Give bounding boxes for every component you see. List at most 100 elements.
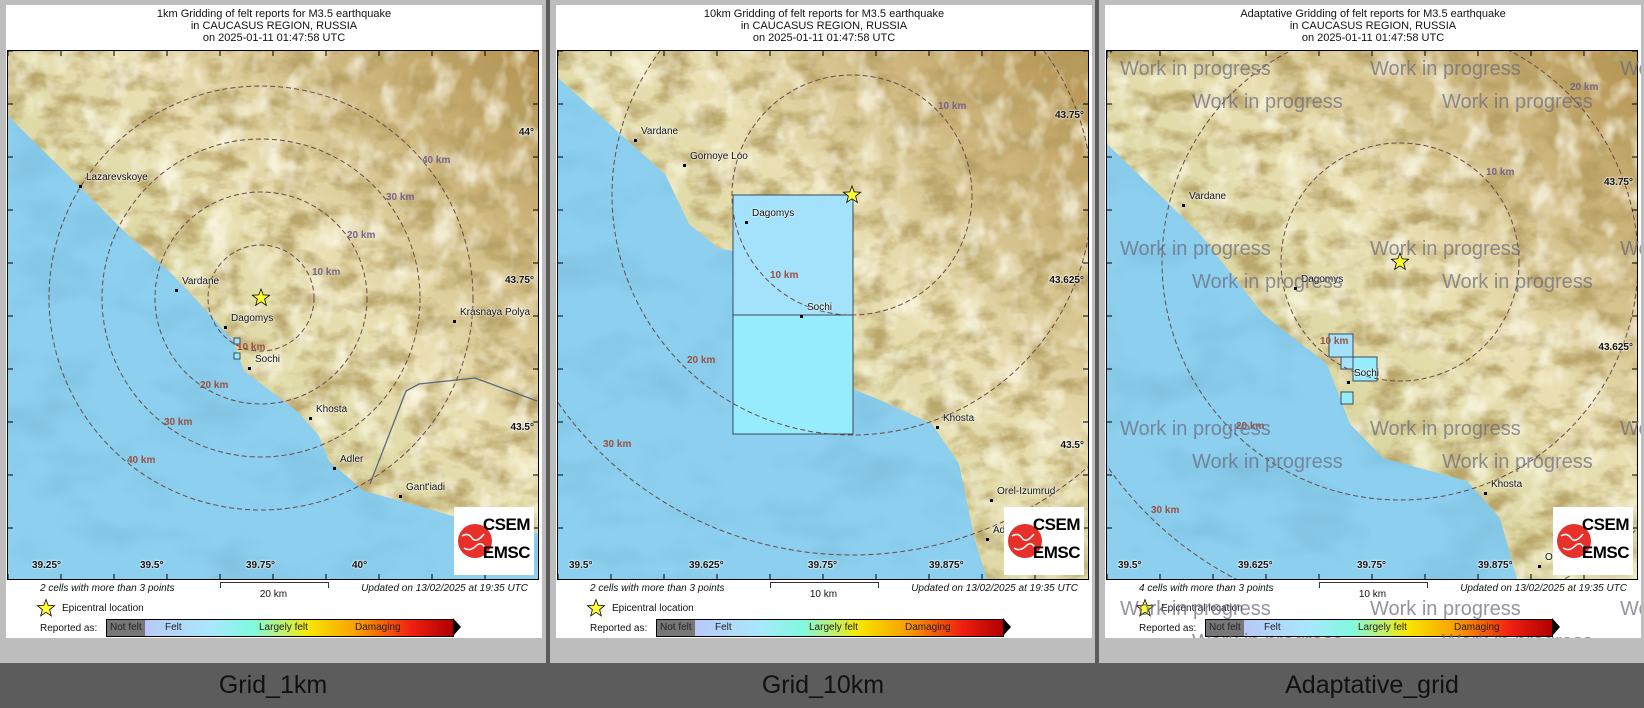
map-view[interactable]: Lazarevskoye Vardane Dagomys Sochi Khosta Kra…	[7, 50, 539, 580]
intensity-color-bar: Not felt Felt Largely felt Damaging	[106, 619, 454, 637]
longitude-label: 39.5°	[1118, 560, 1142, 571]
intensity-color-bar: Not felt Felt Largely felt Damaging	[656, 619, 1004, 637]
town-marker	[990, 499, 993, 502]
map-panel: 1km Gridding of felt reports for M3.5 ea…	[0, 0, 546, 663]
town-marker	[1538, 565, 1541, 568]
epicentral-legend-label: Epicentral location	[612, 603, 694, 614]
ring-distance-label: 10 km	[237, 342, 266, 353]
updated-timestamp: Updated on 13/02/2025 at 19:35 UTC	[911, 583, 1078, 594]
felt-grid-cell	[233, 337, 241, 345]
town-marker	[800, 315, 803, 318]
town-marker	[453, 320, 456, 323]
town-label: Khosta	[316, 404, 348, 415]
scale-bar	[770, 582, 879, 588]
longitude-label: 39.75°	[246, 560, 276, 571]
ring-distance-label: 20 km	[687, 355, 716, 366]
longitude-label: 39.875°	[1478, 560, 1513, 571]
reported-as-label: Reported as:	[40, 623, 98, 634]
csem-emsc-logo: CSEM EMSC	[454, 507, 534, 575]
terrain-map	[1107, 51, 1637, 579]
work-in-progress-watermark: Work in progress	[1370, 598, 1521, 620]
town-marker	[986, 538, 989, 541]
epicenter-star-icon	[842, 184, 862, 204]
felt-grid-cell	[732, 194, 854, 316]
longitude-label: 39.625°	[689, 560, 724, 571]
town-label: Sochi	[1354, 368, 1380, 379]
title-line: in CAUCASUS REGION, RUSSIA	[1289, 20, 1457, 32]
felt-grid-cell	[1352, 356, 1378, 382]
logo-text-top: CSEM	[1581, 515, 1630, 534]
map-view[interactable]: Vardane Dagomys Sochi Khosta O 10 km 20 km 10 k…	[1106, 50, 1638, 580]
ring-distance-label: 30 km	[603, 439, 632, 450]
intensity-category: Damaging	[905, 622, 951, 633]
ring-distance-label: 10 km	[1320, 336, 1349, 347]
longitude-label: 39.5°	[569, 560, 593, 571]
panel-divider	[546, 0, 550, 663]
town-marker	[79, 185, 82, 188]
town-label: Lazarevskoye	[86, 172, 148, 183]
distance-ring	[207, 244, 315, 352]
ring-distance-label: 40 km	[422, 155, 451, 166]
map-panel: 10km Gridding of felt reports for M3.5 e…	[550, 0, 1096, 663]
town-marker	[745, 221, 748, 224]
distance-ring	[101, 138, 421, 458]
town-label: O	[1545, 552, 1553, 563]
map-sheet: 10km Gridding of felt reports for M3.5 e…	[556, 5, 1092, 638]
ring-distance-label: 30 km	[164, 417, 193, 428]
logo-text-bottom: EMSC	[1581, 543, 1630, 562]
town-marker	[1182, 204, 1185, 207]
epicenter-legend-star-icon	[36, 598, 56, 617]
globe-seismogram-icon	[1008, 524, 1042, 558]
town-marker	[333, 467, 336, 470]
cells-note: 2 cells with more than 3 points	[40, 583, 175, 594]
distance-ring	[154, 191, 368, 405]
epicenter-star-icon	[1390, 251, 1410, 271]
ring-distance-label: 30 km	[386, 192, 415, 203]
town-marker	[936, 426, 939, 429]
distance-ring	[611, 51, 1088, 436]
distance-ring	[1280, 142, 1520, 382]
csem-emsc-logo: CSEM EMSC	[1004, 507, 1084, 575]
map-view[interactable]: Vardane Gornoye Loo Dagomys Sochi Khosta Orel…	[557, 50, 1089, 580]
town-marker	[399, 495, 402, 498]
town-marker	[1484, 492, 1487, 495]
map-sheet: Adaptative Gridding of felt reports for …	[1105, 5, 1641, 638]
distance-ring	[731, 74, 973, 316]
color-bar-arrow-icon	[1552, 618, 1560, 636]
town-label: Vardane	[641, 126, 679, 137]
map-panel: Adaptative Gridding of felt reports for …	[1099, 0, 1644, 663]
town-marker	[224, 326, 227, 329]
town-label: Orel-Izumrud	[997, 486, 1056, 497]
town-label: Gant'iadi	[406, 482, 446, 493]
town-label: Dagomys	[1301, 274, 1344, 285]
town-label: Vardane	[182, 276, 220, 287]
logo-text-top: CSEM	[482, 515, 531, 534]
intensity-category: Felt	[1264, 622, 1281, 633]
longitude-label: 39.75°	[1357, 560, 1387, 571]
reported-as-label: Reported as:	[590, 623, 648, 634]
town-label: Adler	[340, 454, 364, 465]
latitude-label: 43.5°	[1060, 440, 1084, 451]
reported-as-label: Reported as:	[1139, 623, 1197, 634]
intensity-category: Damaging	[355, 622, 401, 633]
intensity-category: Not felt	[1209, 622, 1241, 633]
epicenter-star-icon	[251, 287, 271, 307]
scale-bar	[1319, 582, 1428, 588]
latitude-label: 43.75°	[1603, 177, 1633, 188]
town-label: Khosta	[1491, 479, 1523, 490]
csem-emsc-logo: CSEM EMSC	[1553, 507, 1633, 575]
title-line: on 2025-01-11 01:47:58 UTC	[202, 32, 346, 44]
town-marker	[1294, 287, 1297, 290]
latitude-label: 44°	[518, 127, 534, 138]
title-line: in CAUCASUS REGION, RUSSIA	[740, 20, 908, 32]
intensity-category: Not felt	[110, 622, 142, 633]
epicenter-legend-star-icon	[1135, 598, 1155, 617]
terrain-map	[558, 51, 1088, 579]
felt-grid-cell	[233, 352, 241, 360]
title-line: in CAUCASUS REGION, RUSSIA	[190, 20, 358, 32]
town-marker	[634, 139, 637, 142]
map-title: 1km Gridding of felt reports for M3.5 ea…	[6, 8, 542, 44]
distance-ring	[1161, 51, 1637, 501]
town-marker	[683, 164, 686, 167]
longitude-label: 39.5°	[140, 560, 164, 571]
